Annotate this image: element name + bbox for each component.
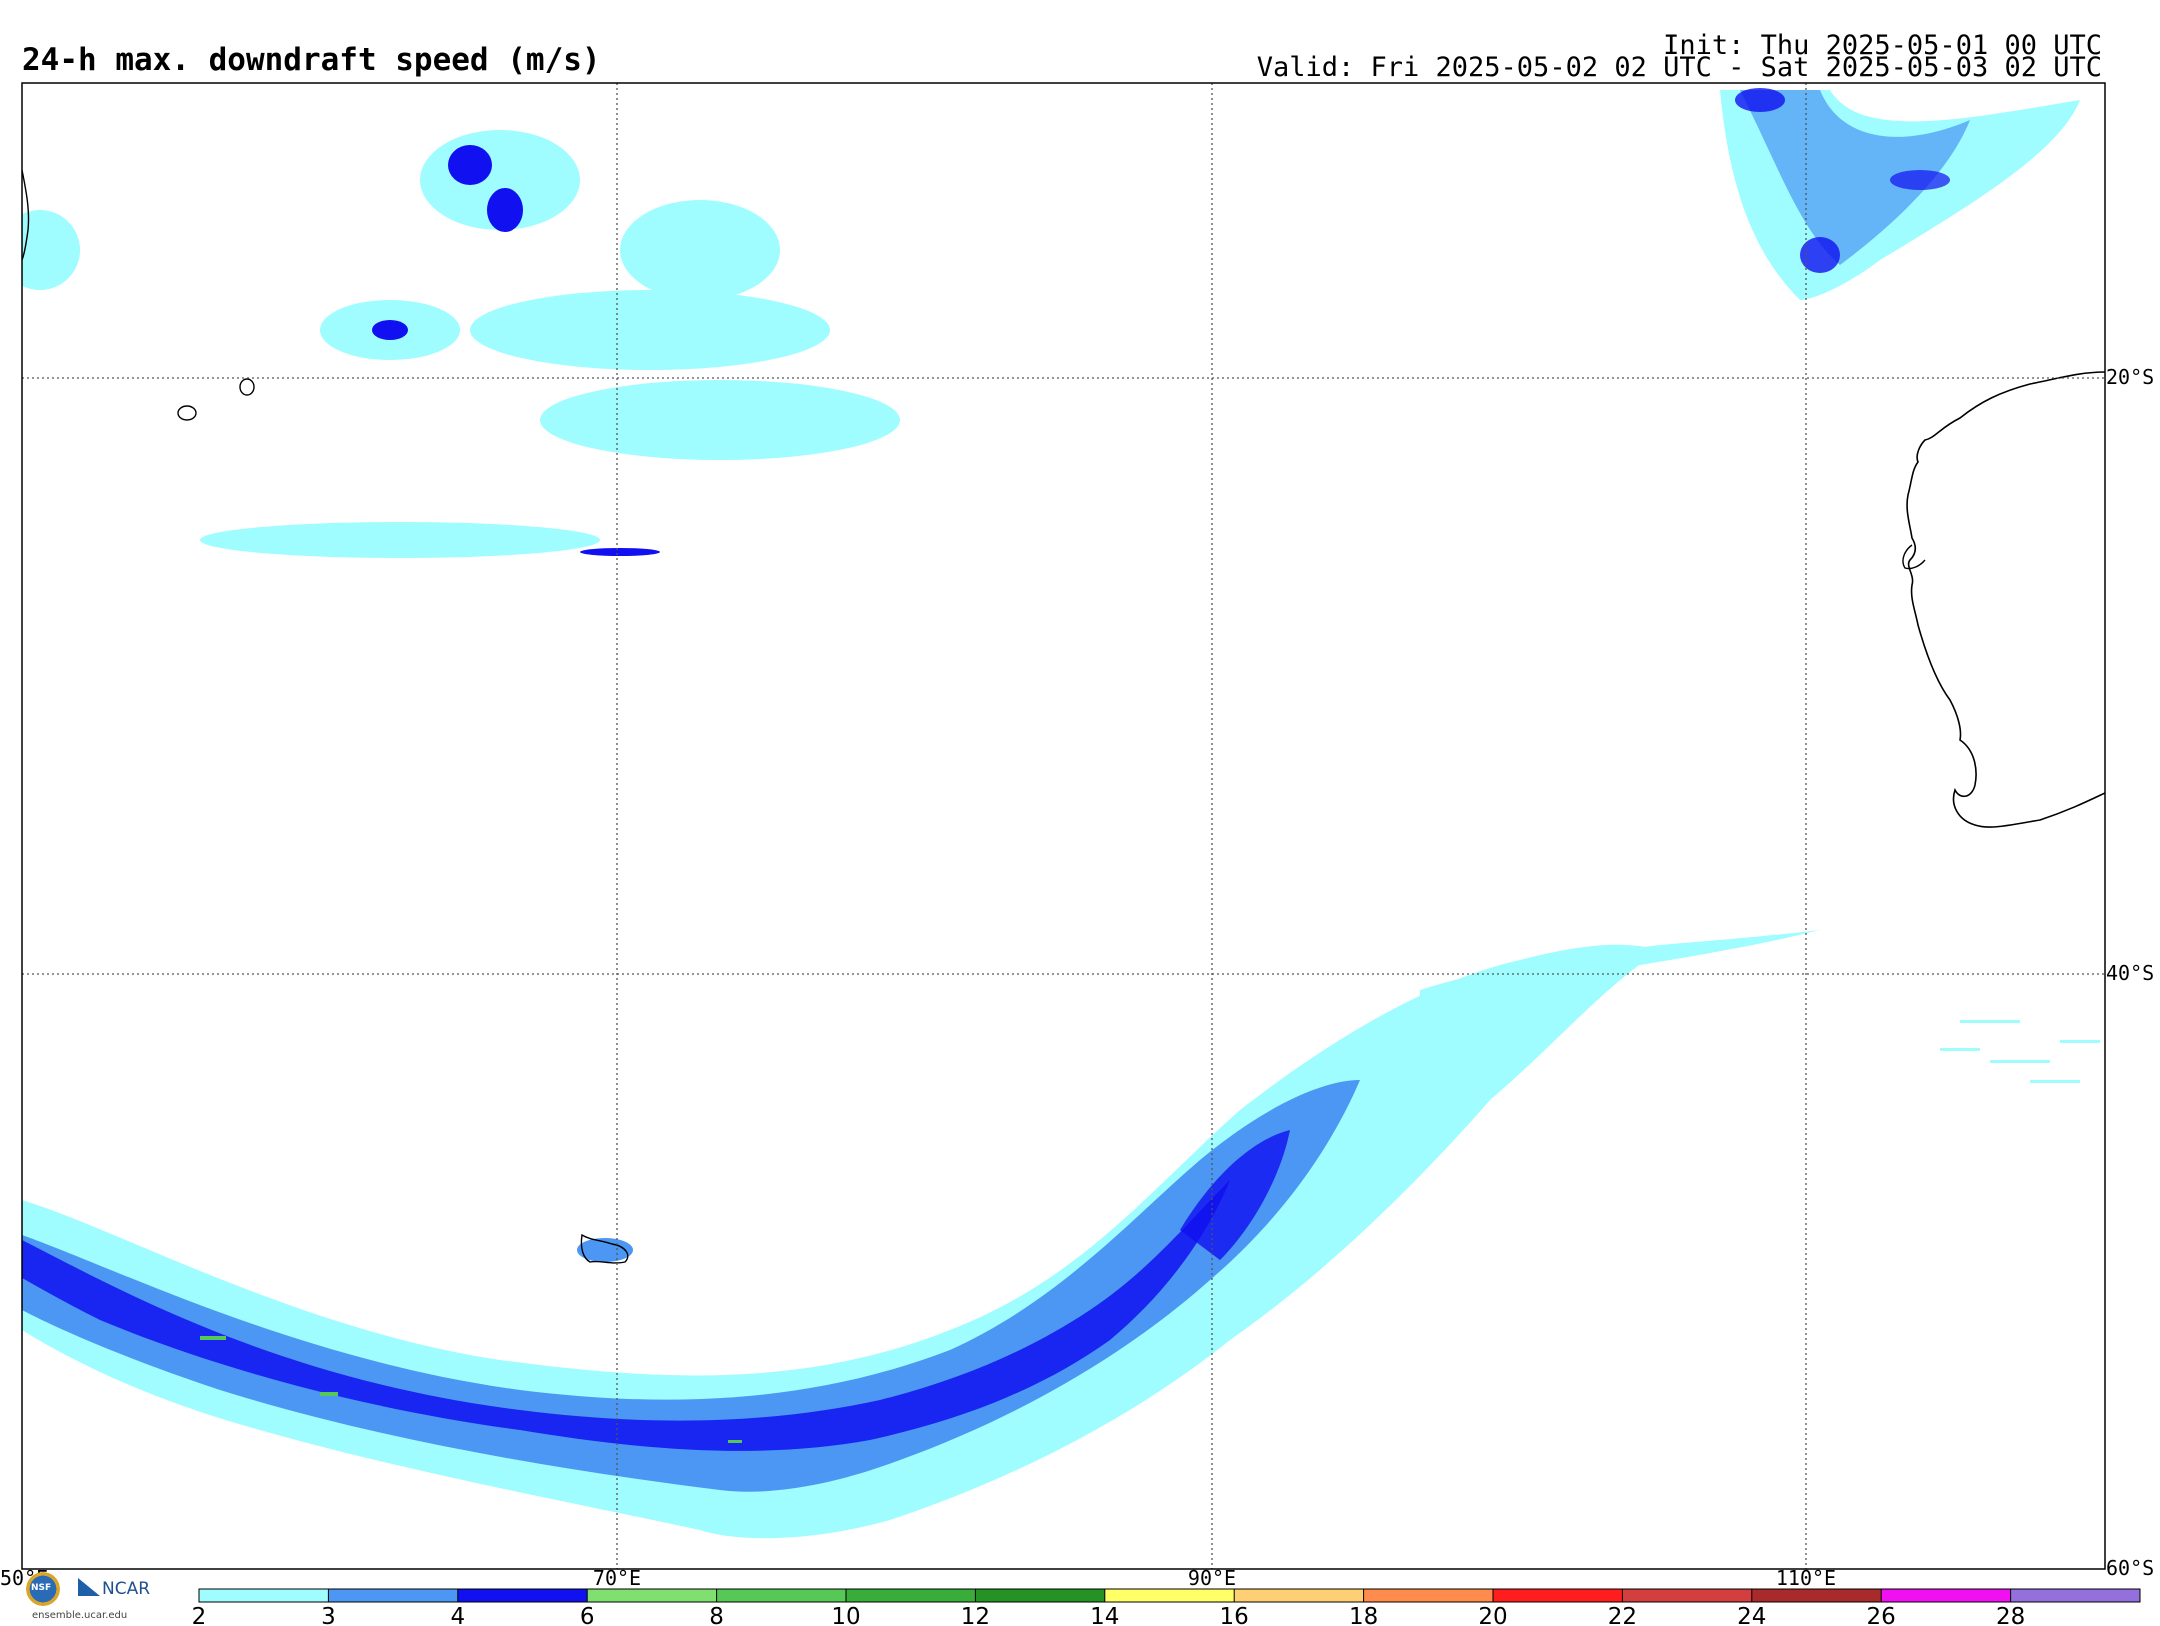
colorbar-segment bbox=[716, 1589, 847, 1602]
graticule bbox=[22, 83, 2105, 1569]
lat-label-20s: 20°S bbox=[2106, 365, 2154, 389]
colorbar: 2 3 4 6 8 10 12 14 16 18 20 22 24 26 28 bbox=[192, 1588, 2141, 1626]
ncar-logo-text: NCAR bbox=[102, 1579, 151, 1599]
colorbar-tick-label: 8 bbox=[709, 1604, 724, 1626]
colorbar-tick-label: 26 bbox=[1867, 1604, 1896, 1626]
map-plot-area bbox=[22, 83, 2105, 1569]
colorbar-segment bbox=[199, 1589, 329, 1602]
kerguelen-islands bbox=[577, 1233, 633, 1264]
lat-label-60s: 60°S bbox=[2106, 1556, 2154, 1580]
colorbar-tick-label: 12 bbox=[961, 1604, 990, 1626]
downdraft-southeast-streaks bbox=[1940, 1020, 2100, 1083]
colorbar-tick-label: 24 bbox=[1737, 1604, 1766, 1626]
colorbar-tick-label: 14 bbox=[1090, 1604, 1119, 1626]
colorbar-tick-label: 3 bbox=[321, 1604, 336, 1626]
colorbar-segment bbox=[1751, 1589, 1882, 1602]
downdraft-band-dark bbox=[22, 1180, 1230, 1451]
colorbar-tick-label: 16 bbox=[1220, 1604, 1249, 1626]
colorbar-segment bbox=[846, 1589, 976, 1602]
lat-label-40s: 40°S bbox=[2106, 961, 2154, 985]
downdraft-northwest-strong bbox=[372, 145, 660, 556]
colorbar-segment bbox=[1622, 1589, 1753, 1602]
colorbar-segment bbox=[328, 1589, 459, 1602]
downdraft-band-dark-north bbox=[1180, 1130, 1290, 1260]
colorbar-segment bbox=[1363, 1589, 1494, 1602]
colorbar-segment bbox=[2010, 1589, 2141, 1602]
colorbar-tick-label: 10 bbox=[831, 1604, 860, 1626]
ncar-logo-mark bbox=[78, 1578, 100, 1596]
colorbar-segment bbox=[1234, 1589, 1365, 1602]
colorbar-tick-label: 2 bbox=[192, 1604, 207, 1626]
shark-bay-coastline bbox=[1902, 544, 1926, 570]
colorbar-segment bbox=[457, 1589, 588, 1602]
site-url: ensemble.ucar.edu bbox=[32, 1610, 128, 1621]
downdraft-northwest-cells bbox=[22, 130, 900, 558]
lon-label-110e: 110°E bbox=[1776, 1566, 1836, 1590]
colorbar-tick-label: 22 bbox=[1608, 1604, 1637, 1626]
map-frame bbox=[21, 82, 2106, 1570]
downdraft-tail-light bbox=[1420, 930, 1820, 1000]
map-title: 24-h max. downdraft speed (m/s) bbox=[22, 42, 601, 78]
madagascar-coastline bbox=[22, 169, 30, 261]
init-time: Init: Thu 2025-05-01 00 UTC bbox=[1663, 30, 2102, 61]
colorbar-segment bbox=[975, 1589, 1106, 1602]
colorbar-tick-label: 18 bbox=[1349, 1604, 1378, 1626]
mauritius-island bbox=[239, 378, 255, 396]
colorbar-tick-label: 4 bbox=[450, 1604, 465, 1626]
colorbar-segment bbox=[587, 1589, 718, 1602]
colorbar-segment bbox=[1104, 1589, 1235, 1602]
lon-label-90e: 90°E bbox=[1188, 1566, 1236, 1590]
downdraft-northeast-cells bbox=[1720, 88, 2080, 300]
nsf-logo bbox=[26, 1572, 60, 1606]
downdraft-green-specks bbox=[200, 1336, 742, 1443]
colorbar-tick-label: 28 bbox=[1996, 1604, 2025, 1626]
logo-area: NSF NCAR ensemble.ucar.edu bbox=[22, 1566, 162, 1626]
colorbar-segment bbox=[1493, 1589, 1623, 1602]
reunion-island bbox=[177, 405, 197, 421]
australia-coastline bbox=[1906, 371, 2105, 828]
valid-time: Valid: Fri 2025-05-02 02 UTC - Sat 2025-… bbox=[1256, 52, 2102, 83]
colorbar-tick-label: 6 bbox=[580, 1604, 595, 1626]
lon-label-70e: 70°E bbox=[593, 1566, 641, 1590]
colorbar-segment bbox=[1881, 1589, 2012, 1602]
nsf-logo-text: NSF bbox=[31, 1583, 52, 1593]
colorbar-tick-label: 20 bbox=[1478, 1604, 1507, 1626]
